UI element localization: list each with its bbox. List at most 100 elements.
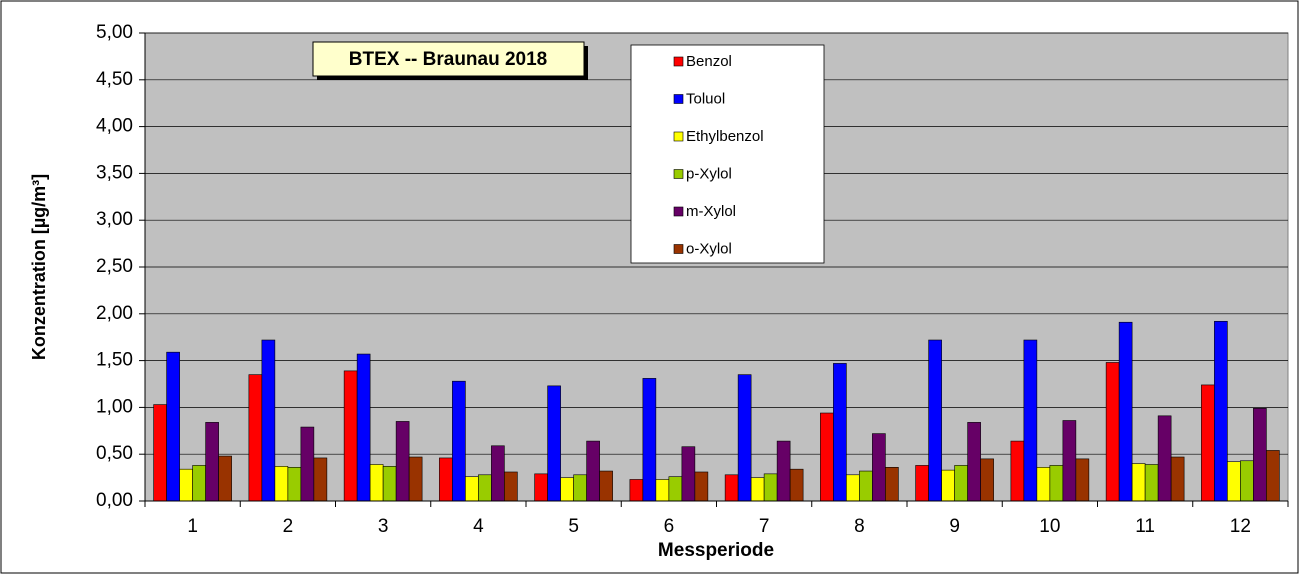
y-tick-label: 3,00 [96,209,133,230]
bar [192,465,206,502]
bar [573,474,587,502]
x-tick-label: 11 [1135,516,1155,537]
bar [369,464,384,502]
bar [750,477,765,502]
bar [153,404,167,502]
bar [724,474,739,502]
title-box [312,41,585,77]
y-tick-label: 3,50 [96,162,133,183]
bar [789,468,804,502]
y-tick-label: 1,50 [96,350,133,371]
bar [300,426,315,502]
bar [820,412,834,502]
bar [915,465,929,502]
x-tick-label: 4 [473,516,484,537]
bar [954,465,968,502]
bar [599,470,613,502]
legend-label: o-Xylol [686,240,732,257]
x-tick-label: 6 [664,516,675,537]
legend-swatch [673,169,684,179]
bar [642,378,657,502]
bar [1131,463,1146,502]
bar [1105,362,1120,502]
bar [408,456,423,502]
bar [1144,464,1159,502]
x-axis-label: Messperiode [658,540,774,561]
bar [395,421,410,502]
bar [776,440,791,502]
bar [205,422,219,502]
bar [1157,415,1172,502]
bar [629,479,644,502]
x-tick-label: 10 [1039,516,1060,537]
x-tick-label: 12 [1230,516,1251,537]
y-tick-label: 0,50 [96,443,133,464]
y-tick-label: 5,00 [96,22,133,43]
bar [1170,456,1185,502]
legend: Benzol Toluol Ethylbenzol p-Xylol m-Xylol o-X… [673,53,764,257]
bar [274,466,289,502]
bar [694,471,709,502]
bar [833,363,847,502]
bar [941,469,955,502]
bar [737,374,752,502]
bar [928,339,942,502]
bar [166,351,180,502]
bar [1062,420,1077,502]
bar [287,467,302,502]
bar [179,468,193,502]
bar [1049,465,1064,502]
bar [1010,440,1025,502]
bar [668,476,683,502]
bar [586,440,600,502]
bar [859,470,873,502]
x-tick-label: 2 [283,516,294,537]
y-tick-label: 2,50 [96,256,133,277]
bar [382,466,397,502]
y-tick-label: 4,00 [96,116,133,137]
chart-title: BTEX -- Braunau 2018 [349,49,548,70]
x-tick-label: 3 [378,516,389,537]
y-tick-label: 2,00 [96,303,133,324]
x-tick-label: 5 [568,516,579,537]
bar [1036,467,1051,502]
bar [655,479,670,502]
legend-label: m-Xylol [686,203,736,220]
legend-swatch [673,56,684,67]
legend-box [630,44,825,264]
bar [763,473,778,502]
bar [452,380,466,502]
legend-label: Toluol [686,90,725,107]
bar [1118,321,1133,502]
bar [478,474,492,502]
legend-label: p-Xylol [686,165,732,182]
bar [1266,450,1280,502]
bar [313,457,328,502]
y-tick-label: 1,00 [96,396,133,417]
x-tick-label: 8 [854,516,865,537]
bar [261,339,276,502]
bar [681,446,696,502]
bar [885,467,899,502]
legend-label: Ethylbenzol [686,128,764,145]
bar [343,370,358,502]
legend-swatch [673,206,684,217]
legend-label: Benzol [686,53,732,70]
bar [980,458,994,502]
bar [534,473,548,502]
bar [1253,408,1267,502]
x-tick-label: 1 [187,516,198,537]
bar [1075,458,1090,502]
bar [504,471,518,502]
bar [1214,320,1228,502]
bar [547,385,561,502]
legend-swatch [673,94,684,104]
legend-swatch [673,131,684,142]
bar [248,374,263,502]
legend-swatch [673,244,684,254]
bar [1201,384,1215,502]
bar [1240,460,1254,502]
bar [967,422,981,502]
bar [560,477,574,502]
bar [491,445,505,502]
